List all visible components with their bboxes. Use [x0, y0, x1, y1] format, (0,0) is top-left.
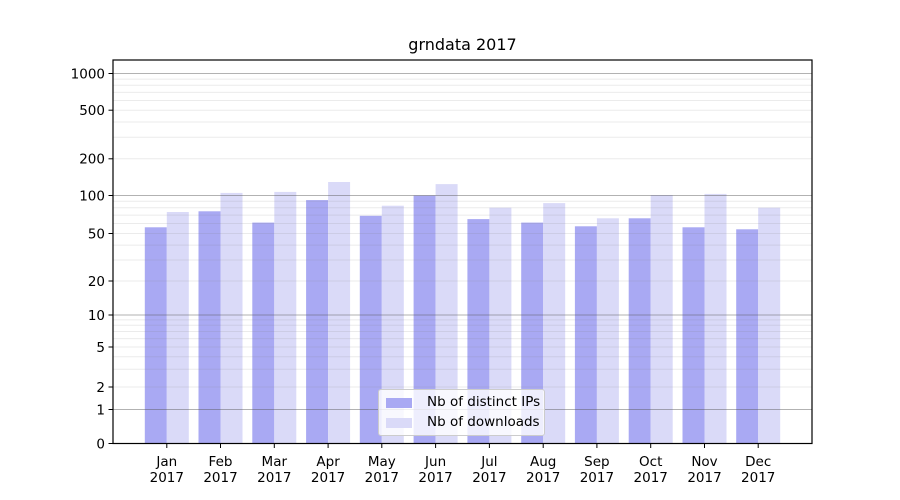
bar-distinct-ips-mar: [252, 222, 275, 444]
x-tick-label-month: Sep: [584, 454, 609, 470]
chart-title: grndata 2017: [408, 35, 517, 54]
bar-distinct-ips-jan: [144, 227, 167, 444]
x-tick-label-month: Dec: [745, 454, 771, 470]
bar-downloads-jul: [489, 207, 512, 444]
x-tick-label-year: 2017: [472, 470, 506, 486]
y-tick-label: 20: [88, 274, 105, 290]
x-tick-label-year: 2017: [257, 470, 291, 486]
legend: Nb of distinct IPs Nb of downloads: [378, 389, 545, 436]
x-tick-label-year: 2017: [526, 470, 560, 486]
bar-distinct-ips-sep: [574, 226, 597, 444]
legend-item-distinct-ips: Nb of distinct IPs: [386, 394, 541, 410]
bar-distinct-ips-may: [359, 215, 382, 444]
x-tick-label-month: Jan: [155, 454, 177, 470]
bar-downloads-mar: [274, 191, 297, 444]
axes-spines: [112, 59, 813, 445]
bar-downloads-aug: [543, 203, 566, 444]
bar-downloads-may: [381, 205, 404, 444]
legend-swatch-downloads: [386, 417, 412, 428]
x-tick-label-year: 2017: [418, 470, 452, 486]
x-tick-label-year: 2017: [311, 470, 345, 486]
x-tick-label-month: Jul: [480, 454, 497, 470]
x-tick-label-year: 2017: [150, 470, 184, 486]
legend-label-downloads: Nb of downloads: [427, 414, 540, 430]
bar-downloads-jun: [435, 184, 458, 444]
x-tick-label-year: 2017: [580, 470, 614, 486]
x-tick-label-month: Nov: [691, 454, 717, 470]
y-tick-label: 10: [88, 308, 105, 324]
legend-swatch-distinct-ips: [386, 397, 412, 408]
bar-downloads-oct: [650, 195, 673, 444]
bar-distinct-ips-jun: [413, 195, 436, 444]
bar-downloads-feb: [220, 192, 243, 444]
y-tick-label: 5: [96, 340, 105, 356]
y-tick-label: 100: [79, 188, 105, 204]
legend-label-distinct-ips: Nb of distinct IPs: [427, 394, 541, 410]
y-tick-label: 1000: [71, 66, 105, 82]
bar-downloads-sep: [596, 218, 619, 444]
y-tick-label: 500: [79, 103, 105, 119]
bar-distinct-ips-jul: [467, 219, 490, 444]
x-tick-label-month: May: [368, 454, 396, 470]
legend-item-downloads: Nb of downloads: [386, 414, 540, 430]
bar-distinct-ips-dec: [736, 229, 759, 444]
bar-distinct-ips-nov: [682, 227, 705, 444]
x-tick-label-month: Oct: [639, 454, 662, 470]
bar-distinct-ips-feb: [198, 211, 221, 444]
bar-downloads-nov: [704, 193, 727, 444]
bar-distinct-ips-oct: [628, 218, 651, 444]
y-tick-label: 1: [96, 402, 105, 418]
x-tick-label-month: Aug: [530, 454, 556, 470]
x-tick-label-month: Feb: [209, 454, 233, 470]
x-tick-label-year: 2017: [365, 470, 399, 486]
x-tick-label-month: Apr: [316, 454, 340, 470]
bar-downloads-jan: [166, 212, 189, 444]
y-tick-label: 50: [88, 226, 105, 242]
x-tick-label-year: 2017: [634, 470, 668, 486]
bar-distinct-ips-aug: [521, 222, 544, 444]
y-tick-label: 0: [96, 436, 105, 452]
bar-downloads-apr: [328, 182, 351, 444]
y-tick-label: 200: [79, 152, 105, 168]
bar-downloads-dec: [758, 207, 781, 444]
x-tick-label-year: 2017: [687, 470, 721, 486]
bar-distinct-ips-apr: [306, 200, 329, 444]
x-tick-label-year: 2017: [203, 470, 237, 486]
x-tick-label-year: 2017: [741, 470, 775, 486]
x-tick-label-month: Jun: [424, 454, 446, 470]
x-tick-label-month: Mar: [262, 454, 288, 470]
y-tick-label: 2: [96, 380, 105, 396]
